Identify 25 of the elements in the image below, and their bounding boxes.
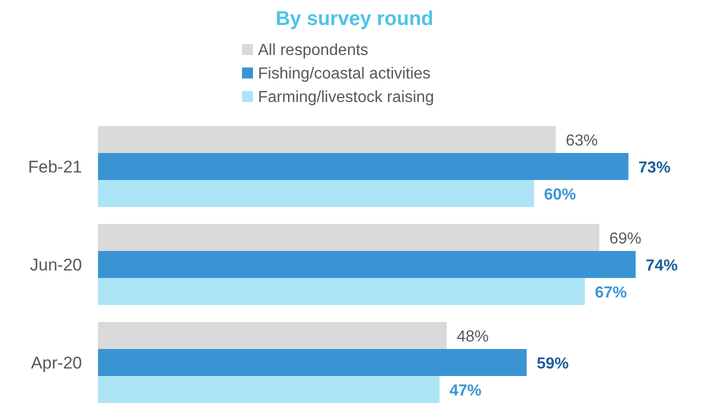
y-tick-label: Apr-20 — [30, 354, 82, 372]
legend-label: Farming/livestock raising — [258, 89, 434, 106]
bar — [98, 224, 600, 251]
data-label: 48% — [456, 328, 489, 346]
bar — [98, 180, 534, 207]
data-label: 69% — [609, 230, 642, 248]
legend-label: Fishing/coastal activities — [258, 66, 431, 82]
bar — [98, 126, 556, 153]
bar — [98, 376, 440, 403]
data-label: 63% — [566, 132, 598, 150]
bar — [98, 153, 628, 180]
bar — [98, 251, 636, 278]
data-label: 74% — [646, 258, 678, 274]
chart-subtitle: By survey round — [276, 8, 434, 30]
legend-label: All respondents — [258, 42, 368, 59]
bar — [98, 349, 527, 376]
bar — [98, 278, 585, 305]
data-label: 73% — [638, 160, 670, 176]
data-label: 59% — [536, 356, 569, 372]
y-tick-label: Jun-20 — [30, 256, 82, 274]
bar — [98, 322, 447, 349]
y-tick-label: Feb-21 — [28, 158, 82, 176]
data-label: 47% — [450, 382, 482, 400]
data-label: 60% — [544, 186, 576, 204]
data-label: 67% — [594, 284, 627, 302]
